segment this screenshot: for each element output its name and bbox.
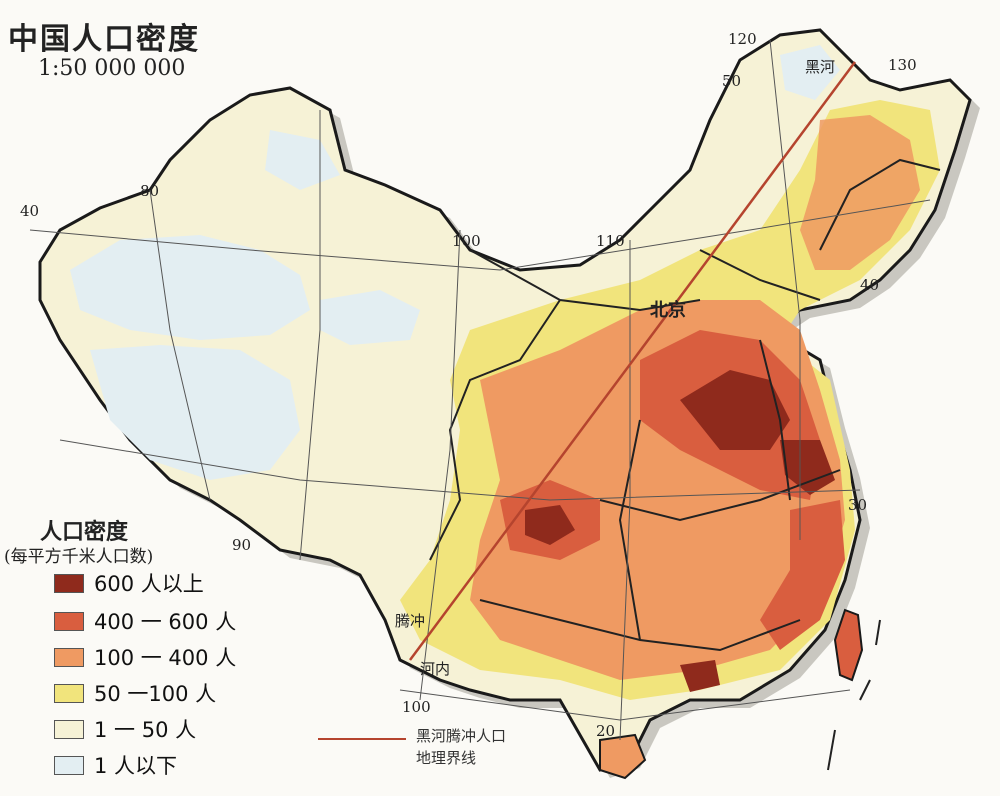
line-legend-swatch: [318, 738, 406, 740]
longitude-label-90: 90: [232, 536, 252, 554]
legend-label: 600 人以上: [94, 572, 204, 596]
density-region-under-1-northeast: [780, 45, 840, 100]
latitude-label-20: 20: [596, 722, 616, 740]
density-region-over-600-pearl-delta: [680, 660, 720, 692]
latitude-label-40-west: 40: [20, 202, 40, 220]
legend-item-over-600: 600 人以上: [54, 570, 204, 596]
city-label-beijing: 北京: [650, 300, 686, 321]
legend-label: 1 人以下: [94, 754, 178, 778]
legend-swatch: [54, 755, 84, 775]
legend-item-under-1: 1 人以下: [54, 752, 177, 778]
legend-item-1-50: 1 一 50 人: [54, 716, 196, 742]
legend-item-100-400: 100 一 400 人: [54, 644, 236, 670]
longitude-label-120: 120: [728, 30, 757, 48]
legend-label: 1 一 50 人: [94, 718, 197, 742]
density-region-under-1-qaidam: [320, 290, 420, 345]
longitude-label-100-bottom: 100: [402, 698, 431, 716]
city-label-hanoi: 河内: [420, 660, 451, 678]
legend-swatch: [54, 719, 84, 739]
longitude-label-110: 110: [596, 232, 625, 250]
density-region-400-600-coast: [760, 500, 845, 650]
longitude-label-80: 80: [140, 182, 160, 200]
map-title: 中国人口密度: [8, 22, 200, 57]
latitude-label-30: 30: [848, 496, 868, 514]
heihe-tengchong-line: [408, 61, 857, 661]
legend-label: 100 一 400 人: [94, 646, 237, 670]
legend-unit: (每平方千米人口数): [4, 547, 154, 567]
density-region-over-600-north-china: [680, 370, 790, 450]
legend-item-50-100: 50 一100 人: [54, 680, 216, 706]
legend-item-400-600: 400 一 600 人: [54, 608, 236, 634]
latitude-label-40-east: 40: [860, 276, 880, 294]
latitude-label-50: 50: [722, 72, 742, 90]
density-region-under-1-gobi: [265, 130, 340, 190]
city-label-tengchong: 腾冲: [395, 612, 426, 630]
density-region-over-600-yangtze-delta: [780, 440, 835, 495]
legend-title: 人口密度: [40, 519, 129, 545]
legend-swatch: [54, 573, 84, 593]
line-legend-label-2: 地理界线: [416, 749, 477, 767]
legend-swatch: [54, 611, 84, 631]
maritime-dashes: [827, 619, 881, 771]
hainan-island: [599, 733, 647, 780]
density-region-over-600-chengdu: [525, 505, 575, 545]
density-region-under-1-tarim: [70, 235, 310, 340]
density-region-under-1-tibet: [90, 345, 300, 480]
taiwan-island: [833, 608, 864, 682]
longitude-label-100-top: 100: [452, 232, 481, 250]
line-legend-label-1: 黑河腾冲人口: [416, 727, 507, 745]
graticule: [29, 39, 931, 741]
legend-swatch: [54, 683, 84, 703]
internal-borders: [429, 158, 941, 652]
city-label-heihe: 黑河: [805, 58, 836, 76]
longitude-label-130: 130: [888, 56, 917, 74]
legend-label: 400 一 600 人: [94, 610, 237, 634]
legend-label: 50 一100 人: [94, 682, 217, 706]
map-scale: 1:50 000 000: [38, 56, 186, 81]
legend-swatch: [54, 647, 84, 667]
